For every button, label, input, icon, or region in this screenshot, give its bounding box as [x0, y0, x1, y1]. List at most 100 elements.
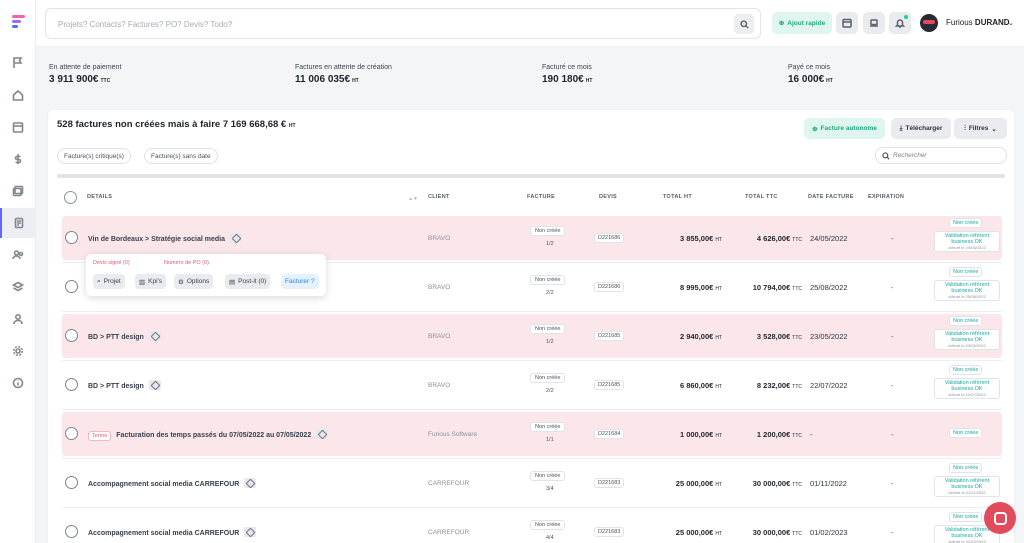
invoice-button[interactable]: Facturer ? [281, 274, 319, 289]
nav-person-icon[interactable] [0, 304, 36, 334]
col-facture[interactable]: FACTURE [527, 194, 556, 200]
laptop-icon[interactable] [863, 12, 885, 34]
row-checkbox[interactable] [65, 280, 78, 293]
row-title[interactable]: Vin de Bordeaux > Stratégie social media [88, 233, 243, 244]
row-title[interactable]: BD > PTT design [88, 331, 161, 342]
search-icon[interactable] [734, 14, 754, 34]
row-quote-ref[interactable]: D221683 [594, 478, 625, 488]
project-button[interactable]: ⌕ Projet [93, 274, 125, 289]
download-button[interactable]: ⤓ Télécharger [891, 118, 951, 139]
avatar[interactable] [920, 14, 938, 32]
tag-icon[interactable] [244, 478, 257, 488]
select-all-checkbox[interactable] [64, 191, 77, 204]
tag-icon[interactable] [244, 527, 257, 537]
row-checkbox[interactable] [65, 427, 78, 440]
options-button[interactable]: ⚙ Options [174, 274, 214, 289]
chat-button[interactable] [984, 502, 1016, 534]
calendar-icon[interactable] [836, 12, 858, 34]
row-quote-ref[interactable]: D221686 [594, 233, 625, 243]
col-client[interactable]: CLIENT [428, 194, 450, 200]
row-client: BRAVO [428, 284, 451, 291]
col-expiration[interactable]: EXPIRATION [868, 194, 905, 200]
table-row[interactable]: Vin de Bordeaux > Stratégie social media… [62, 216, 1002, 260]
row-invoice-date: 25/08/2022 [810, 283, 848, 292]
tag-icon[interactable] [148, 331, 161, 341]
col-devis[interactable]: DEVIS [599, 194, 618, 200]
row-invoice-date: 23/05/2022 [810, 332, 848, 341]
nav-settings-icon[interactable] [0, 336, 36, 366]
col-total-ht[interactable]: TOTAL HT [663, 194, 692, 200]
user-name[interactable]: Furious DURAND [946, 18, 1010, 27]
nav-home-icon[interactable] [0, 80, 36, 110]
chevron-down-icon[interactable]: ⌄ [1008, 20, 1014, 27]
bell-icon[interactable] [889, 12, 911, 34]
tag-icon[interactable] [316, 429, 329, 439]
table-row[interactable]: BD > PTT design BRAVO Non créée 1/2 D221685 2… [62, 314, 1002, 358]
row-invoice-status: Non créée [530, 520, 566, 530]
nav-dollar-icon[interactable] [0, 144, 36, 174]
row-checkbox[interactable] [65, 378, 78, 391]
gear-icon: ⚙ [178, 278, 184, 286]
row-quote-ref[interactable]: D221686 [594, 282, 625, 292]
nav-layers-icon[interactable] [0, 272, 36, 302]
tag-icon[interactable] [148, 380, 161, 390]
postit-button[interactable]: ▤ Post-it (0) [225, 274, 271, 289]
invoices-card: 528 factures non créées mais à faire 7 1… [48, 110, 1014, 543]
stats-bar: En attente de paiement 3 911 900€ TTC Fac… [36, 48, 1024, 100]
chip-critical-invoices[interactable]: Facture(s) critique(s) [57, 148, 131, 164]
table-search-input[interactable]: Rechercher [875, 147, 1007, 164]
row-quote-ref[interactable]: D221685 [594, 380, 625, 390]
horizontal-scrollbar[interactable] [57, 174, 1005, 178]
chip-undated-invoices[interactable]: Facture(s) sans date [144, 148, 218, 164]
filters-button[interactable]: ⫶ Filtres ⌄ [954, 118, 1007, 139]
row-client: CARREFOUR [428, 529, 470, 536]
nav-users-icon[interactable] [0, 240, 36, 270]
row-divider [62, 262, 1002, 263]
row-expiration: - [891, 479, 894, 488]
row-checkbox[interactable] [65, 525, 78, 538]
nav-info-icon[interactable] [0, 368, 36, 398]
row-validation-badge: Validation référent business OK clôturé l… [934, 525, 1000, 543]
table-row[interactable]: Accompagnement social media CARREFOUR CAR… [62, 461, 1002, 505]
col-total-ttc[interactable]: TOTAL TTC [745, 194, 778, 200]
col-date[interactable]: DATE FACTURE [808, 194, 854, 200]
row-invoice-status: Non créée [530, 471, 566, 481]
po-number-label[interactable]: Numéro de PO (0) [164, 260, 209, 266]
tag-icon[interactable] [230, 233, 243, 243]
table-row[interactable]: Accompagnement social media CARREFOUR CAR… [62, 510, 1002, 543]
quick-add-button[interactable]: ⊕ Ajout rapide [772, 12, 832, 34]
row-quote-ref[interactable]: D221685 [594, 331, 625, 341]
table-row[interactable]: BRAVO Non créée 2/2 D221686 8 995,00€ HT 10 79… [62, 265, 1002, 309]
table-row[interactable]: BD > PTT design BRAVO Non créée 2/2 D221685 6… [62, 363, 1002, 407]
row-total-ttc: 30 000,00€ TTC [752, 528, 802, 537]
row-quote-ref[interactable]: D221683 [594, 527, 625, 537]
row-total-ht: 3 855,00€ HT [679, 234, 722, 243]
row-invoice-date: 22/07/2022 [810, 381, 848, 390]
kpis-button[interactable]: ▥ Kpi's [135, 274, 167, 289]
row-quote-ref[interactable]: D221684 [594, 429, 625, 439]
global-search-input[interactable]: Projets? Contacts? Factures? PO? Devis? … [45, 8, 761, 39]
row-total-ttc: 3 528,00€ TTC [756, 332, 802, 341]
row-state-badge: Non créée [949, 267, 983, 277]
sort-icon[interactable]: ▲▼ [408, 196, 418, 202]
row-checkbox[interactable] [65, 476, 78, 489]
standalone-invoice-button[interactable]: ⊕ Facture autonome [804, 118, 885, 139]
terme-badge: Terme [88, 430, 112, 441]
table-row[interactable]: Terme Facturation des temps passés du 07/… [62, 412, 1002, 456]
nav-flag-icon[interactable] [0, 48, 36, 78]
row-title[interactable]: Accompagnement social media CARREFOUR [88, 478, 257, 489]
row-state-badge: Non créée [949, 428, 983, 438]
signed-quote-label[interactable]: Devis signé (0) [93, 260, 130, 266]
search-icon [882, 152, 890, 160]
nav-invoices-icon[interactable] [0, 208, 36, 238]
nav-calendar-icon[interactable] [0, 112, 36, 142]
row-checkbox[interactable] [65, 231, 78, 244]
row-title[interactable]: Accompagnement social media CARREFOUR [88, 527, 257, 538]
row-title[interactable]: BD > PTT design [88, 380, 161, 391]
row-checkbox[interactable] [65, 329, 78, 342]
app-logo[interactable] [12, 15, 25, 29]
nav-folders-icon[interactable] [0, 176, 36, 206]
row-title[interactable]: Terme Facturation des temps passés du 07/… [88, 429, 329, 441]
col-details[interactable]: DETAILS [87, 194, 113, 200]
chat-icon [993, 511, 1007, 525]
